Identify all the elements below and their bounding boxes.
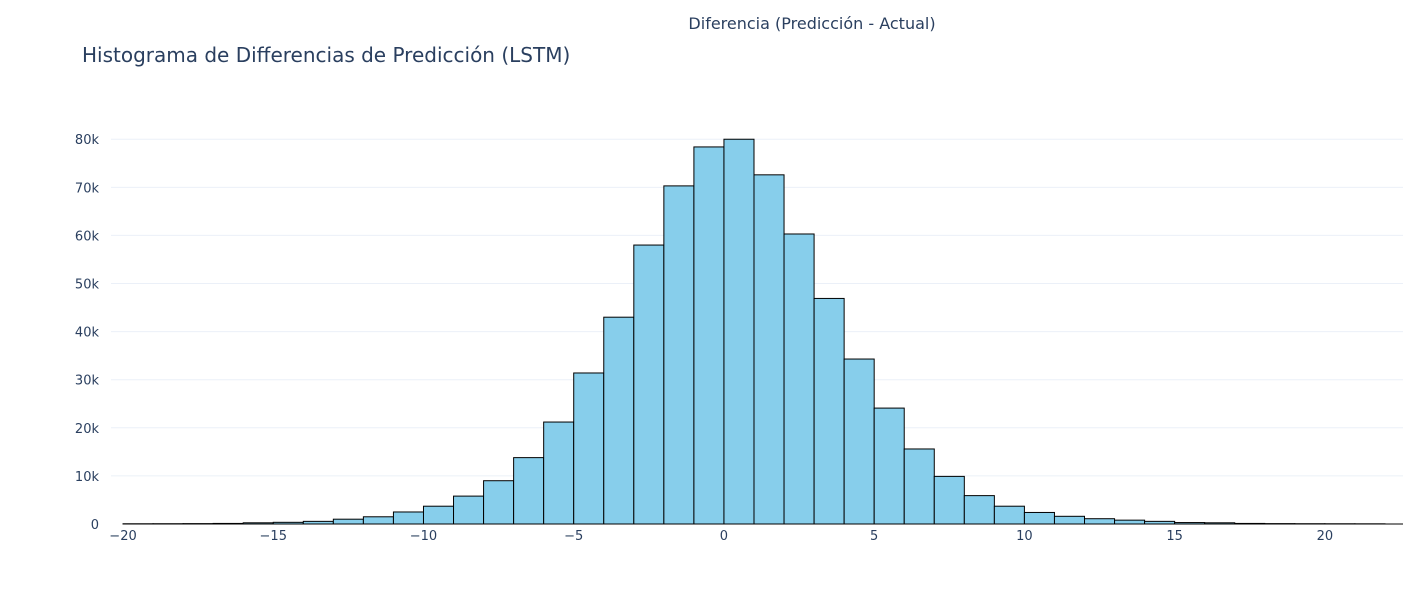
histogram-bar: [843, 358, 875, 525]
histogram-bar: [603, 316, 635, 525]
y-tick-label: 0: [91, 518, 99, 533]
histogram-bar: [873, 407, 905, 525]
histogram-bar: [453, 495, 485, 525]
x-tick-label: 15: [1166, 529, 1183, 544]
histogram-bar: [332, 518, 364, 525]
histogram-bar: [903, 448, 935, 525]
histogram-bar: [993, 505, 1025, 525]
histogram-bar: [813, 297, 845, 525]
histogram-bar: [392, 511, 424, 525]
histogram-bar: [1114, 519, 1146, 525]
x-axis-tick-labels: −20 −15 −10 −5 0 5 10 15 20: [109, 529, 1333, 544]
y-tick-label: 20k: [75, 422, 100, 437]
histogram-bar: [1023, 511, 1055, 525]
histogram-bar: [1084, 518, 1116, 525]
y-axis-tick-labels: 0 10k 20k 30k 40k 50k 60k 70k 80k: [75, 133, 100, 533]
histogram-bar: [663, 185, 695, 525]
histogram-bar: [362, 516, 394, 525]
histogram-bar: [483, 480, 515, 525]
x-tick-label: 0: [720, 529, 728, 544]
y-tick-label: 30k: [75, 374, 100, 389]
y-tick-label: 10k: [75, 470, 100, 485]
y-tick-label: 80k: [75, 133, 100, 148]
histogram-bar: [633, 244, 665, 525]
histogram-bar: [933, 475, 965, 525]
x-axis-title: Diferencia (Predicción - Actual): [688, 14, 935, 33]
x-tick-label: 10: [1016, 529, 1033, 544]
x-tick-label: −20: [109, 529, 136, 544]
y-tick-label: 40k: [75, 326, 100, 341]
y-tick-label: 60k: [75, 229, 100, 244]
histogram-bar: [693, 146, 725, 525]
x-tick-label: −15: [260, 529, 287, 544]
histogram-bars: [122, 138, 1386, 525]
histogram-bar: [513, 457, 545, 525]
histogram-bar: [963, 495, 995, 525]
chart-title: Histograma de Differencias de Predicción…: [82, 43, 570, 67]
histogram-bar: [783, 233, 815, 525]
histogram-bar: [723, 138, 755, 525]
histogram-bar: [422, 505, 455, 525]
x-tick-label: −5: [564, 529, 583, 544]
x-tick-label: −10: [410, 529, 437, 544]
histogram-bar: [543, 421, 575, 525]
histogram-bar: [1053, 515, 1086, 525]
y-tick-label: 50k: [75, 278, 100, 293]
y-tick-label: 70k: [75, 181, 100, 196]
x-tick-label: 5: [870, 529, 878, 544]
x-tick-label: 20: [1317, 529, 1334, 544]
histogram-bar: [573, 372, 605, 525]
histogram-bar: [753, 174, 785, 525]
